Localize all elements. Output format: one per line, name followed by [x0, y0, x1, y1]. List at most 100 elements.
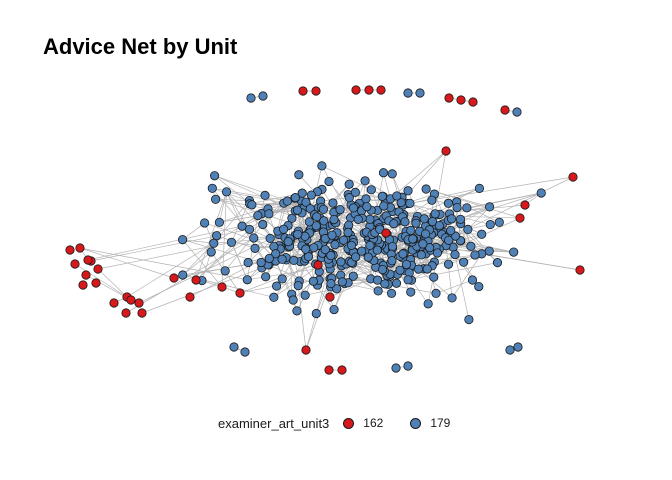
node-unit-179	[406, 287, 416, 297]
chart-title: Advice Net by Unit	[43, 34, 238, 59]
edge	[126, 215, 259, 298]
node-unit-179	[249, 233, 259, 243]
node-unit-179	[261, 272, 271, 282]
node-unit-179	[309, 243, 319, 253]
edge	[97, 241, 232, 270]
node-unit-179	[467, 275, 478, 285]
node-unit-179	[365, 214, 375, 224]
node-unit-179	[505, 345, 515, 355]
node-unit-179	[335, 205, 345, 215]
node-unit-179	[443, 259, 454, 269]
node-unit-179	[419, 214, 429, 224]
node-unit-179	[306, 190, 316, 200]
edge	[219, 191, 227, 223]
legend-key-162	[343, 417, 355, 429]
node-unit-162	[376, 85, 386, 95]
node-unit-179	[366, 185, 376, 195]
node-unit-179	[372, 245, 382, 255]
node-unit-162	[70, 259, 80, 269]
node-unit-179	[206, 247, 216, 257]
node-unit-179	[485, 219, 495, 230]
node-unit-179	[387, 256, 397, 266]
node-unit-162	[351, 85, 361, 95]
edge	[406, 254, 476, 265]
node-unit-179	[244, 224, 255, 234]
node-unit-179	[256, 257, 266, 268]
node-unit-162	[126, 295, 136, 305]
node-unit-179	[351, 252, 361, 262]
node-unit-179	[423, 299, 433, 309]
node-unit-179	[477, 229, 487, 239]
edge	[182, 251, 212, 276]
node-unit-179	[277, 254, 287, 264]
node-unit-179	[320, 244, 330, 255]
node-unit-179	[260, 190, 270, 201]
node-unit-179	[492, 258, 503, 268]
node-unit-179	[403, 275, 413, 285]
node-unit-179	[391, 278, 402, 288]
node-unit-179	[348, 203, 359, 213]
node-unit-179	[432, 248, 442, 258]
node-unit-179	[288, 295, 298, 305]
edge	[224, 224, 264, 272]
node-unit-179	[464, 314, 474, 325]
edge	[454, 254, 470, 320]
edge	[215, 198, 269, 210]
node-unit-179	[459, 257, 469, 267]
node-unit-179	[265, 233, 275, 243]
edge	[285, 257, 306, 296]
node-unit-179	[361, 194, 371, 204]
node-unit-179	[429, 272, 439, 282]
node-unit-179	[416, 250, 426, 260]
node-unit-179	[455, 214, 466, 224]
edge	[141, 267, 263, 314]
node-unit-179	[400, 217, 410, 227]
node-unit-179	[328, 198, 338, 208]
node-unit-162	[298, 86, 308, 96]
edge	[215, 198, 250, 201]
node-unit-179	[360, 176, 370, 186]
node-unit-179	[509, 247, 519, 257]
edge	[213, 238, 271, 244]
node-unit-179	[420, 229, 431, 239]
node-unit-179	[389, 219, 399, 229]
node-unit-179	[427, 195, 437, 205]
node-unit-162	[235, 288, 245, 298]
edge	[231, 200, 250, 243]
node-unit-179	[462, 203, 472, 213]
node-unit-179	[357, 246, 367, 256]
node-unit-162	[301, 345, 311, 355]
edge	[435, 279, 473, 294]
node-unit-179	[247, 200, 257, 210]
node-unit-179	[301, 244, 311, 254]
edge	[182, 239, 223, 288]
node-unit-162	[169, 273, 179, 283]
edge	[408, 262, 498, 281]
edge	[79, 247, 248, 281]
node-unit-179	[312, 212, 322, 222]
node-unit-179	[290, 193, 300, 203]
node-unit-179	[242, 275, 252, 285]
node-unit-179	[485, 202, 495, 212]
node-unit-179	[392, 191, 402, 201]
edge	[411, 279, 429, 305]
node-unit-179	[403, 361, 413, 371]
node-unit-179	[292, 205, 303, 215]
node-unit-162	[191, 275, 201, 285]
node-unit-162	[337, 365, 347, 375]
node-unit-179	[338, 235, 349, 245]
node-unit-162	[91, 278, 101, 288]
node-unit-162	[441, 146, 451, 156]
node-unit-179	[344, 179, 354, 189]
node-unit-179	[395, 265, 405, 275]
legend-title: examiner_art_unit3	[218, 415, 330, 431]
node-unit-179	[470, 250, 480, 260]
node-unit-179	[365, 240, 375, 250]
node-unit-179	[398, 249, 408, 259]
node-unit-162	[134, 298, 144, 308]
node-unit-179	[512, 107, 522, 117]
node-unit-162	[65, 245, 75, 255]
node-unit-179	[396, 197, 406, 208]
edge	[466, 192, 542, 209]
node-unit-179	[406, 225, 416, 236]
